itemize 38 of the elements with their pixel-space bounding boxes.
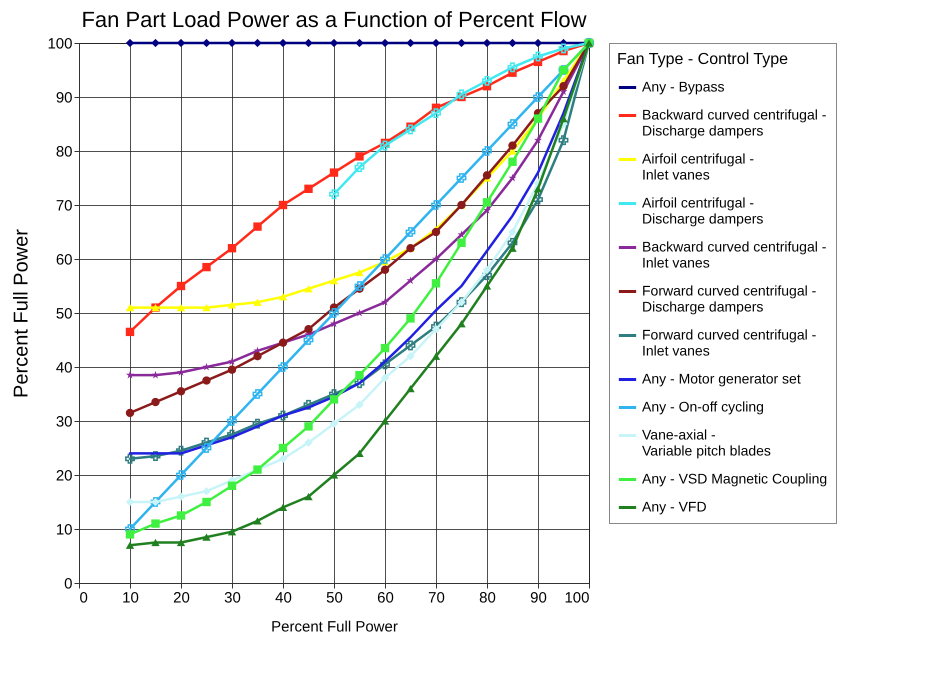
legend-label: Vane-axial - Variable pitch blades <box>642 426 771 458</box>
x-tick-label: 70 <box>428 590 445 606</box>
legend-label: Airfoil centrifugal - Inlet vanes <box>642 150 754 182</box>
legend-label: Any - VSD Magnetic Coupling <box>642 470 828 486</box>
legend-label: Any - Motor generator set <box>642 370 801 386</box>
x-tick-label: 0 <box>80 590 88 606</box>
y-tick-label: 10 <box>56 522 72 538</box>
chart-title: Fan Part Load Power as a Function of Percent Flow <box>81 6 587 32</box>
x-tick-label: 60 <box>377 590 394 606</box>
legend-label: Any - On-off cycling <box>642 398 764 414</box>
y-tick-label: 50 <box>56 306 72 322</box>
y-tick-label: 90 <box>56 90 72 106</box>
legend-label: Forward curved centrifugal - Discharge dampers <box>642 282 817 314</box>
y-tick-label: 70 <box>56 198 72 214</box>
x-tick-label: 100 <box>564 590 590 606</box>
y-tick-label: 40 <box>56 360 72 376</box>
legend-label: Any - VFD <box>642 498 707 514</box>
x-tick-label: 80 <box>479 590 496 606</box>
legend-label: Backward curved centrifugal - Discharge dampers <box>642 106 827 138</box>
y-tick-label: 100 <box>47 36 72 52</box>
legend-label: Forward curved centrifugal - Inlet vanes <box>642 326 817 358</box>
x-tick-label: 90 <box>530 590 547 606</box>
x-tick-label: 40 <box>275 590 292 606</box>
x-axis-title: Percent Full Power <box>271 618 398 636</box>
y-tick-label: 80 <box>56 144 72 160</box>
legend-title: Fan Type - Control Type <box>617 51 788 68</box>
y-tick-label: 60 <box>56 252 72 268</box>
y-tick-label: 30 <box>56 414 72 430</box>
legend-label: Airfoil centrifugal - Discharge dampers <box>642 194 764 226</box>
x-tick-label: 50 <box>326 590 343 606</box>
x-tick-label: 20 <box>173 590 190 606</box>
y-tick-label: 20 <box>56 468 72 484</box>
legend-label: Backward curved centrifugal - Inlet vanes <box>642 238 827 270</box>
y-axis-title: Percent Full Power <box>10 228 32 398</box>
legend-label: Any - Bypass <box>642 78 724 94</box>
x-tick-label: 10 <box>122 590 139 606</box>
y-tick-label: 0 <box>64 576 72 592</box>
x-tick-label: 30 <box>224 590 241 606</box>
